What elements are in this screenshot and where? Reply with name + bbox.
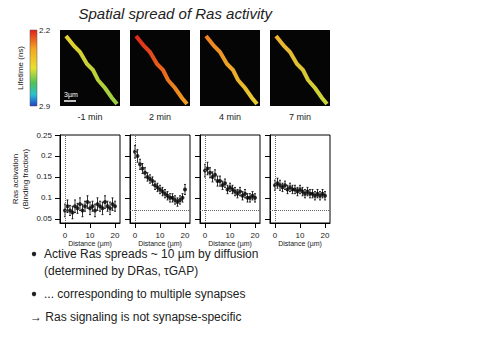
svg-text:2.9: 2.9 [39, 102, 51, 111]
svg-text:10: 10 [296, 231, 305, 240]
svg-text:0.1: 0.1 [41, 193, 53, 202]
svg-text:7 min: 7 min [289, 112, 311, 122]
svg-text:Distance (µm): Distance (µm) [68, 240, 112, 248]
svg-text:(Binding fraction): (Binding fraction) [21, 148, 30, 209]
svg-text:Spatial spread of Ras activity: Spatial spread of Ras activity [79, 5, 274, 22]
svg-text:Lifetime (ns): Lifetime (ns) [16, 46, 25, 90]
svg-text:0.15: 0.15 [36, 172, 52, 181]
svg-text:... corresponding to multiple: ... corresponding to multiple synapses [44, 287, 245, 301]
svg-text:0.25: 0.25 [36, 131, 52, 140]
svg-text:20: 20 [321, 231, 330, 240]
svg-text:2.2: 2.2 [39, 26, 51, 35]
svg-text:2 min: 2 min [149, 112, 171, 122]
svg-text:0: 0 [133, 231, 138, 240]
svg-text:0.2: 0.2 [41, 151, 53, 160]
svg-text:Active Ras spreads ~ 10 µm by: Active Ras spreads ~ 10 µm by diffusion [44, 247, 258, 261]
svg-text:0: 0 [63, 231, 68, 240]
svg-text:4 min: 4 min [219, 112, 241, 122]
svg-text:10: 10 [156, 231, 165, 240]
svg-text:0.05: 0.05 [36, 214, 52, 223]
svg-text:20: 20 [251, 231, 260, 240]
svg-text:10: 10 [226, 231, 235, 240]
svg-text:3µm: 3µm [64, 91, 78, 99]
svg-text:0: 0 [203, 231, 208, 240]
svg-text:20: 20 [181, 231, 190, 240]
svg-text:-1 min: -1 min [77, 112, 102, 122]
svg-text:10: 10 [86, 231, 95, 240]
svg-text:→ Ras signaling is not synapse: → Ras signaling is not synapse-specific [30, 310, 241, 324]
svg-text:Distance (µm): Distance (µm) [208, 240, 252, 248]
svg-text:Distance (µm): Distance (µm) [278, 240, 322, 248]
svg-text:0: 0 [273, 231, 278, 240]
svg-text:Distance (µm): Distance (µm) [138, 240, 182, 248]
svg-text:(determined by DRas, τGAP): (determined by DRas, τGAP) [44, 264, 198, 278]
svg-text:Ras activation: Ras activation [11, 154, 20, 204]
svg-text:20: 20 [111, 231, 120, 240]
